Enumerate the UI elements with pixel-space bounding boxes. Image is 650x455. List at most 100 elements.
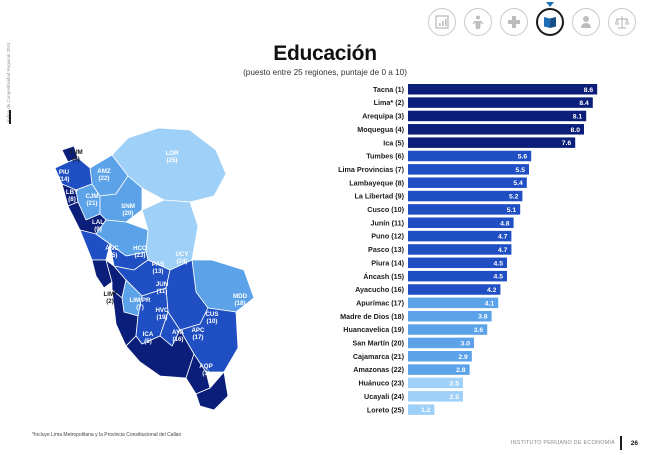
bar-category-label: Apurímac (17)	[356, 298, 405, 307]
bar-category-label: Lima Provincias (7)	[338, 165, 405, 174]
bar-category-label: Lima* (2)	[374, 98, 405, 107]
bar-value-label: 3.0	[461, 340, 471, 347]
bar	[408, 97, 593, 108]
bar-category-label: Ica (5)	[383, 138, 404, 147]
bar	[408, 177, 527, 188]
region-MOQ	[185, 353, 211, 395]
nav-education[interactable]	[536, 2, 564, 36]
bar-category-label: Cajamarca (21)	[353, 352, 405, 361]
bar	[408, 244, 512, 255]
bar-category-label: Puno (12)	[371, 232, 404, 241]
map-region-rank: (7)	[136, 304, 144, 311]
bar-category-label: Junín (11)	[370, 218, 404, 227]
region-ANC	[79, 229, 111, 261]
bar	[408, 377, 463, 389]
map-region-label: AYA	[172, 329, 184, 336]
bar-value-label: 1.2	[421, 407, 431, 414]
bar-value-label: 8.0	[571, 127, 581, 134]
bar-value-label: 8.1	[573, 113, 583, 120]
map-region-rank: (8)	[68, 196, 76, 203]
bar-value-label: 3.8	[478, 314, 488, 321]
nav-health[interactable]	[500, 8, 528, 36]
bar	[408, 297, 499, 309]
bar-value-label: 8.6	[584, 87, 594, 94]
map-region-label: LAL	[92, 219, 104, 226]
bar-value-label: 4.5	[494, 260, 504, 267]
bar	[408, 150, 532, 162]
region-AQP	[125, 329, 195, 379]
map-region-label: UCY	[175, 251, 189, 258]
institutions-icon	[581, 16, 591, 28]
bar	[408, 391, 463, 402]
bar	[408, 230, 512, 242]
bar-category-label: Áncash (15)	[363, 272, 404, 281]
labor-icon	[472, 15, 484, 29]
bar-value-label: 5.6	[518, 154, 528, 161]
map-region-label: PIU	[59, 169, 70, 176]
map-region-label: AQP	[199, 363, 212, 370]
map-region-rank: (19)	[156, 314, 167, 321]
bar	[408, 204, 521, 215]
bar-category-label: Ayacucho (16)	[355, 285, 404, 294]
bar-category-label: Ucayali (24)	[364, 392, 405, 401]
map-region-rank: (14)	[58, 176, 69, 183]
category-nav	[428, 2, 636, 36]
bar	[408, 310, 492, 322]
map-region-rank: (18)	[234, 300, 245, 307]
map-region-rank: (3)	[202, 370, 210, 377]
page-number: 26	[630, 440, 638, 447]
bar	[408, 124, 584, 135]
bar-value-label: 7.6	[562, 140, 572, 147]
bar	[408, 337, 474, 349]
bar-value-label: 4.1	[485, 300, 495, 307]
bar-value-label: 5.5	[516, 167, 526, 174]
map-region-label: MOQ	[227, 381, 242, 388]
map-region-label: APC	[191, 327, 205, 334]
bar	[408, 351, 472, 362]
map-region-rank: (11)	[157, 288, 168, 295]
bar-series: Tacna (1) 8.6 Lima* (2) 8.4 Arequipa (3) 8.1 M…	[338, 84, 598, 415]
footnote: *Incluye Lima Metropolitana y la Provinc…	[32, 432, 182, 438]
nav-economy[interactable]	[428, 8, 456, 36]
bar-category-label: Pasco (13)	[368, 245, 405, 254]
map-region-rank: (24)	[176, 258, 187, 265]
map-region-label: HCO	[133, 245, 147, 252]
bar-value-label: 4.7	[498, 234, 508, 241]
bar-category-label: Huánuco (23)	[358, 379, 404, 388]
map-labels: TUM(6)PIU(14) AMZ(22) LOR(25) LBY(8) CJM(21)…	[58, 149, 257, 411]
health-icon	[508, 16, 520, 28]
map-region-label: LBY	[66, 189, 79, 196]
footer-divider	[620, 436, 622, 450]
bar-category-label: Madre de Dios (18)	[340, 312, 405, 321]
bar-category-label: Loreto (25)	[367, 405, 405, 414]
bar-category-label: Moquegua (4)	[357, 125, 404, 134]
nav-institutions[interactable]	[572, 8, 600, 36]
side-note: Índice de Competitividad Regional 2015	[6, 42, 11, 122]
bar-value-label: 8.4	[579, 100, 589, 107]
map-region-rank: (5)	[144, 338, 152, 345]
nav-labor[interactable]	[464, 8, 492, 36]
bar-value-label: 5.2	[509, 194, 519, 201]
justice-icon	[614, 16, 630, 29]
map-region-label: PAS	[152, 261, 164, 268]
region-UCY	[141, 199, 199, 271]
map-regions	[54, 127, 255, 411]
bar-value-label: 5.4	[513, 180, 523, 187]
map-region-label: ÁNC	[105, 245, 119, 252]
map-region-rank: (16)	[172, 336, 183, 343]
economy-icon	[435, 15, 449, 29]
map-region-rank: (12)	[244, 348, 255, 355]
map-region-label: CUS	[205, 311, 218, 318]
map-region-label: AMZ	[97, 168, 111, 175]
page-subtitle: (puesto entre 25 regiones, puntaje de 0 …	[243, 68, 407, 77]
map-region-rank: (15)	[106, 252, 117, 259]
bar-value-label: 4.7	[498, 247, 508, 254]
map-region-label: TAC	[236, 397, 249, 404]
bar-category-label: Arequipa (3)	[362, 112, 405, 121]
bar-category-label: Huancavelica (19)	[343, 325, 404, 334]
region-LIM	[91, 259, 113, 289]
region-TAC	[195, 371, 229, 411]
bar-category-label: Cusco (10)	[367, 205, 404, 214]
nav-justice[interactable]	[608, 8, 636, 36]
map-region-label: MDD	[233, 293, 248, 300]
